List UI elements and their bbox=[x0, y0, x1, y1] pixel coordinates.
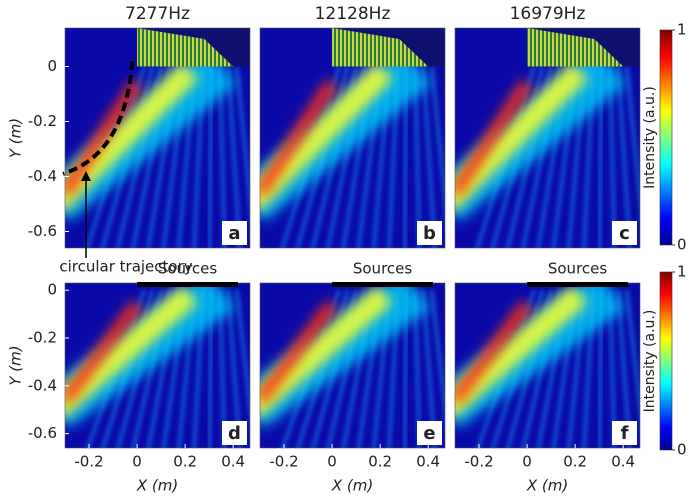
x-tick-label: 0.4 bbox=[416, 453, 440, 471]
arrow-head bbox=[81, 171, 91, 181]
panel-title: 12128Hz bbox=[315, 4, 391, 24]
y-tick-label: -0.2 bbox=[28, 112, 57, 130]
panel-label-box bbox=[222, 221, 247, 245]
heatmap bbox=[260, 28, 445, 248]
colorbar-label: Intensity (a.u.) bbox=[642, 310, 658, 413]
x-axis-label: X (m) bbox=[526, 477, 568, 495]
y-tick-label: -0.4 bbox=[28, 167, 57, 185]
frame bbox=[454, 27, 641, 249]
x-tick-label: 0.2 bbox=[368, 453, 392, 471]
panel-label-box bbox=[417, 221, 442, 245]
x-tick-label: -0.2 bbox=[74, 453, 103, 471]
beam-core bbox=[455, 79, 533, 197]
source-array bbox=[332, 28, 429, 67]
sources-bar bbox=[527, 282, 628, 287]
colorbar-tick-label: 1 bbox=[677, 21, 687, 39]
side-lobe bbox=[429, 289, 445, 424]
x-tick-label: 0.4 bbox=[221, 453, 245, 471]
heatmap bbox=[65, 283, 250, 448]
x-tick-label: -0.2 bbox=[269, 453, 298, 471]
panel-label-box bbox=[417, 421, 442, 445]
colorbar-tick-label: 1 bbox=[677, 263, 687, 281]
side-lobe bbox=[234, 66, 250, 219]
beam-core bbox=[65, 300, 142, 404]
panel-label: e bbox=[423, 423, 435, 444]
y-tick-label: 0 bbox=[47, 57, 57, 75]
x-tick-label: 0 bbox=[522, 453, 532, 471]
panel-title: 16979Hz bbox=[510, 4, 586, 24]
panel-label-box bbox=[612, 421, 637, 445]
panel-label: d bbox=[228, 423, 241, 444]
side-lobe bbox=[624, 66, 640, 219]
panel-label-box bbox=[222, 421, 247, 445]
colorbar-label: Intensity (a.u.) bbox=[642, 86, 658, 189]
colorbar bbox=[659, 271, 673, 451]
sources-label: Sources bbox=[158, 260, 218, 278]
panel-title: 7277Hz bbox=[125, 4, 190, 24]
side-lobe bbox=[429, 66, 445, 219]
frame bbox=[259, 27, 446, 249]
colorbar bbox=[659, 29, 673, 246]
x-tick-label: 0 bbox=[132, 453, 142, 471]
panel-label-box bbox=[612, 221, 637, 245]
y-tick-label: 0 bbox=[47, 281, 57, 299]
y-axis-label: Y (m) bbox=[7, 345, 25, 385]
x-tick-label: 0.4 bbox=[611, 453, 635, 471]
colorbar-tick-label: 0 bbox=[677, 236, 687, 254]
x-tick-label: -0.2 bbox=[464, 453, 493, 471]
heatmap bbox=[455, 283, 640, 448]
source-array bbox=[137, 28, 234, 67]
sources-bar bbox=[332, 282, 433, 287]
y-tick-label: -0.4 bbox=[28, 376, 57, 394]
side-lobe bbox=[624, 289, 640, 424]
x-axis-label: X (m) bbox=[136, 477, 178, 495]
beam-core bbox=[260, 300, 337, 404]
x-axis-label: X (m) bbox=[331, 477, 373, 495]
x-tick-label: 0.2 bbox=[563, 453, 587, 471]
source-array bbox=[527, 28, 624, 67]
sources-label: Sources bbox=[548, 260, 608, 278]
beam-core bbox=[260, 79, 338, 197]
heatmap bbox=[455, 28, 640, 248]
heatmap bbox=[65, 28, 250, 248]
frame bbox=[64, 27, 251, 249]
beam-core bbox=[65, 79, 143, 197]
trajectory-label: circular trajectory bbox=[59, 258, 192, 276]
x-tick-label: 0 bbox=[327, 453, 337, 471]
trajectory-curve bbox=[62, 60, 135, 176]
sources-label: Sources bbox=[353, 260, 413, 278]
y-tick-label: -0.2 bbox=[28, 329, 57, 347]
panel-label: f bbox=[621, 423, 629, 444]
colorbar-tick-label: 0 bbox=[677, 441, 687, 459]
sources-bar bbox=[137, 282, 238, 287]
panel-label: b bbox=[423, 223, 436, 244]
side-lobe bbox=[234, 289, 250, 424]
y-tick-label: -0.6 bbox=[28, 424, 57, 442]
beam-core bbox=[455, 300, 532, 404]
heatmap bbox=[260, 283, 445, 448]
panel-label: c bbox=[619, 223, 630, 244]
panel-label: a bbox=[228, 223, 240, 244]
y-axis-label: Y (m) bbox=[7, 118, 25, 158]
y-tick-label: -0.6 bbox=[28, 222, 57, 240]
x-tick-label: 0.2 bbox=[173, 453, 197, 471]
